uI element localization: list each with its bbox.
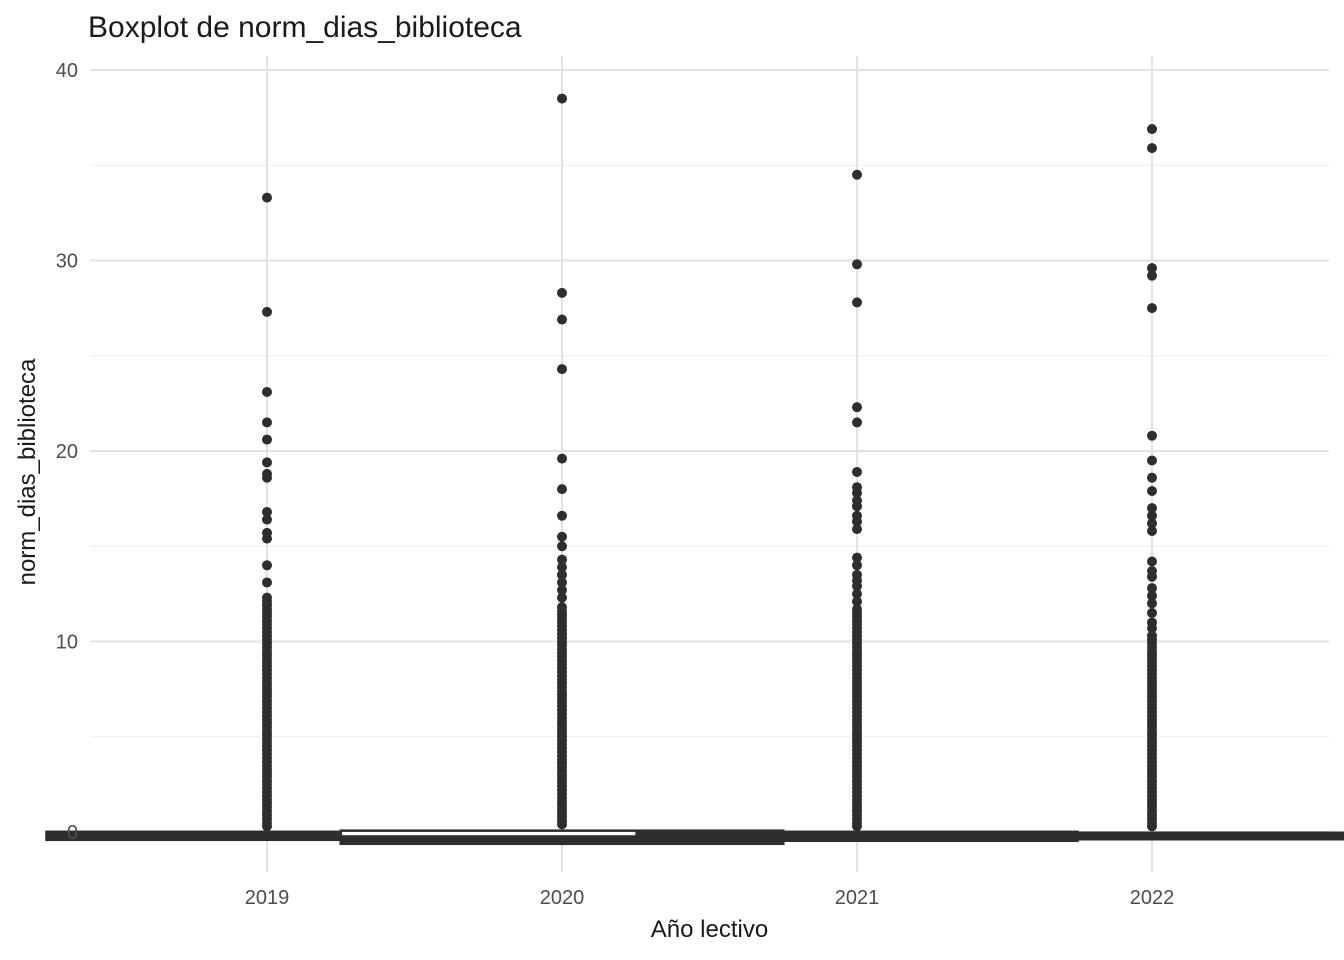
y-tick-label: 30 bbox=[56, 251, 78, 273]
chart-title: Boxplot de norm_dias_biblioteca bbox=[88, 11, 522, 44]
outlier-dot bbox=[1147, 623, 1157, 634]
y-tick-label: 20 bbox=[56, 441, 78, 463]
x-tick-label: 2020 bbox=[540, 887, 585, 909]
outlier-dot bbox=[852, 552, 862, 563]
outlier-dot bbox=[557, 562, 567, 573]
outlier-dot bbox=[1147, 455, 1157, 466]
outlier-dot bbox=[262, 533, 272, 544]
outlier-dot bbox=[852, 596, 862, 607]
outlier-dot bbox=[1147, 486, 1157, 497]
outlier-dot bbox=[1147, 510, 1157, 521]
outlier-dot bbox=[1147, 590, 1157, 601]
outlier-dot bbox=[852, 259, 862, 270]
outlier-dot bbox=[557, 93, 567, 104]
outlier-dot bbox=[852, 501, 862, 512]
outlier-dot bbox=[557, 484, 567, 495]
outlier-dot bbox=[1147, 270, 1157, 281]
outlier-dot bbox=[852, 466, 862, 477]
outlier-dot bbox=[262, 306, 272, 317]
outlier-dot bbox=[262, 560, 272, 571]
outlier-dot bbox=[852, 516, 862, 527]
outlier-dot bbox=[1147, 518, 1157, 529]
outlier-dot bbox=[1147, 630, 1157, 641]
x-tick-label: 2019 bbox=[245, 887, 290, 909]
outlier-dot bbox=[557, 541, 567, 552]
outlier-dot bbox=[557, 569, 567, 580]
outlier-dot bbox=[262, 192, 272, 203]
x-tick-label: 2021 bbox=[835, 887, 880, 909]
outlier-dot bbox=[262, 592, 272, 603]
outlier-dot bbox=[1147, 583, 1157, 594]
outlier-dot bbox=[852, 588, 862, 599]
outlier-dot bbox=[852, 581, 862, 592]
outlier-dot bbox=[557, 592, 567, 603]
outlier-dot bbox=[557, 510, 567, 521]
outlier-dot bbox=[557, 314, 567, 325]
outlier-dot bbox=[557, 364, 567, 375]
outlier-dot bbox=[557, 554, 567, 565]
x-tick-label: 2022 bbox=[1130, 887, 1175, 909]
outlier-dot bbox=[557, 602, 567, 613]
outlier-dot bbox=[852, 297, 862, 308]
outlier-dot bbox=[1147, 598, 1157, 609]
outlier-dot bbox=[852, 417, 862, 428]
outlier-dot bbox=[1147, 556, 1157, 567]
outlier-dot bbox=[1147, 143, 1157, 154]
outlier-dot bbox=[262, 386, 272, 397]
box-2022 bbox=[930, 831, 1344, 841]
y-tick-label: 10 bbox=[56, 632, 78, 654]
outlier-dot bbox=[1147, 503, 1157, 514]
outlier-dot bbox=[557, 585, 567, 596]
outlier-dot bbox=[1147, 571, 1157, 582]
outlier-dot bbox=[262, 457, 272, 468]
x-axis-title: Año lectivo bbox=[650, 916, 769, 943]
outlier-dot bbox=[262, 434, 272, 445]
outlier-dot bbox=[262, 417, 272, 428]
outlier-dot bbox=[262, 577, 272, 588]
outlier-dot bbox=[1147, 472, 1157, 483]
outlier-dot bbox=[852, 560, 862, 571]
outlier-dot bbox=[557, 577, 567, 588]
outlier-dot bbox=[852, 604, 862, 615]
outlier-dot bbox=[1147, 303, 1157, 314]
outlier-dot bbox=[1147, 124, 1157, 135]
outlier-dot bbox=[262, 514, 272, 525]
y-tick-label: 0 bbox=[67, 822, 78, 844]
outlier-dot bbox=[852, 487, 862, 498]
outlier-dot bbox=[557, 531, 567, 542]
outlier-dot bbox=[1147, 607, 1157, 618]
outlier-dot bbox=[262, 472, 272, 483]
outlier-dot bbox=[1147, 430, 1157, 441]
outlier-dot bbox=[557, 287, 567, 298]
outlier-dot bbox=[1147, 263, 1157, 274]
outlier-dot bbox=[852, 402, 862, 413]
outlier-dot bbox=[1147, 526, 1157, 537]
outlier-dot bbox=[852, 524, 862, 535]
outlier-dot bbox=[557, 453, 567, 464]
y-tick-label: 40 bbox=[56, 60, 78, 82]
outlier-dot bbox=[262, 506, 272, 517]
outlier-dot bbox=[852, 169, 862, 180]
